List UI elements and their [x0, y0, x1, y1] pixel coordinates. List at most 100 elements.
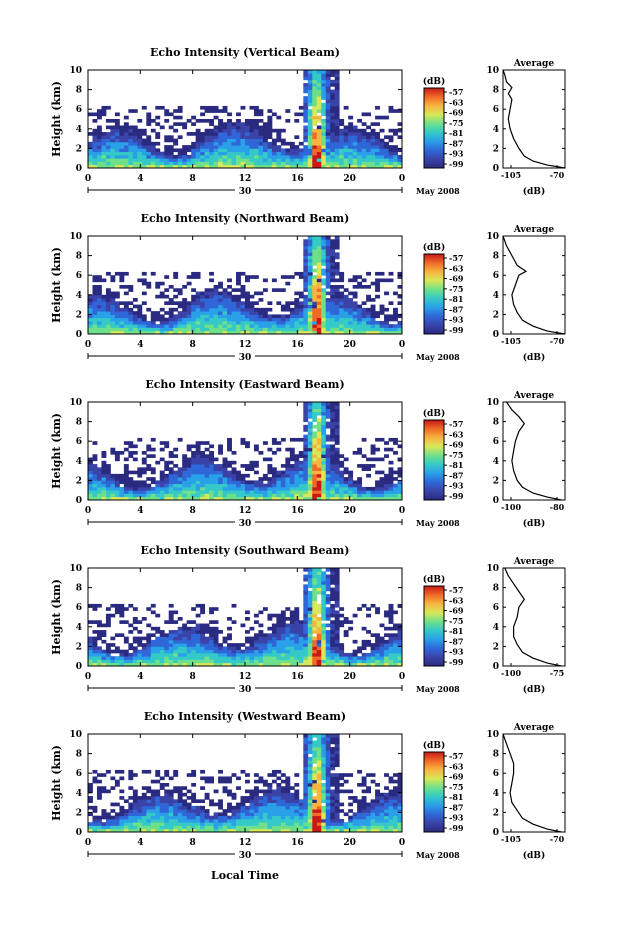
heatmap-cell [334, 649, 340, 654]
heatmap-cell [218, 802, 223, 807]
heatmap-cell [325, 597, 331, 602]
heatmap-cell [191, 490, 197, 494]
heatmap-cell [276, 809, 282, 813]
heatmap-cell [334, 460, 340, 465]
heatmap-cell [312, 467, 318, 471]
heatmap-cell [321, 76, 327, 81]
heatmap-cell [182, 467, 188, 471]
heatmap-cell [312, 652, 318, 657]
heatmap-cell [173, 789, 179, 794]
heatmap-cell [280, 626, 286, 631]
heatmap-cell [245, 496, 250, 501]
heatmap-cell [236, 307, 241, 312]
heatmap-cell [240, 796, 246, 800]
heatmap-cell [159, 662, 165, 667]
heatmap-cell [213, 135, 219, 139]
heatmap-cell [271, 626, 277, 631]
heatmap-cell [159, 630, 165, 634]
heatmap-cell [325, 281, 331, 286]
heatmap-cell [312, 486, 318, 491]
heatmap-cell [222, 122, 228, 126]
heatmap-cell [325, 480, 331, 485]
heatmap-cell [200, 610, 206, 615]
heatmap-cell [298, 464, 304, 468]
heatmap-cell [316, 158, 322, 162]
heatmap-cell [150, 327, 156, 332]
heatmap-cell [150, 822, 156, 826]
heatmap-cell [96, 288, 102, 292]
heatmap-cell [155, 317, 161, 322]
heatmap-cell [150, 799, 156, 803]
heatmap-cell [285, 151, 291, 156]
heatmap-cell [298, 633, 304, 637]
heatmap-cell [325, 125, 331, 130]
heatmap-cell [213, 822, 219, 826]
heatmap-cell [245, 327, 250, 332]
heatmap-cell [334, 639, 340, 644]
heatmap-cell [307, 431, 313, 436]
heatmap-cell [195, 451, 201, 455]
heatmap-cell [231, 812, 237, 817]
heatmap-cell [141, 141, 147, 146]
heatmap-cell [141, 828, 147, 833]
heatmap-cell [209, 636, 214, 641]
heatmap-cell [303, 649, 309, 654]
heatmap-cell [146, 646, 152, 651]
heatmap-cell [343, 652, 349, 657]
heatmap-cell [123, 122, 129, 126]
heatmap-cell [294, 623, 300, 628]
heatmap-cell [307, 639, 313, 644]
heatmap-cell [114, 496, 120, 501]
heatmap-cell [168, 639, 174, 644]
heatmap-cell [249, 496, 255, 501]
heatmap-cell [330, 151, 336, 156]
heatmap-cell [222, 656, 228, 660]
heatmap-cell [132, 822, 138, 826]
heatmap-cell [218, 493, 223, 498]
heatmap-cell [321, 486, 327, 491]
heatmap-cell [343, 304, 349, 309]
heatmap-cell [96, 786, 102, 790]
heatmap-cell [267, 649, 273, 654]
heatmap-cell [105, 464, 111, 468]
heatmap-cell [88, 643, 93, 647]
heatmap-cell [218, 128, 223, 133]
heatmap-cell [307, 815, 313, 820]
heatmap-cell [253, 496, 259, 501]
heatmap-cell [330, 291, 336, 296]
heatmap-cell [249, 792, 255, 797]
heatmap-cell [366, 298, 371, 302]
heatmap-cell [150, 467, 156, 471]
heatmap-cell [128, 148, 134, 153]
heatmap-cell [339, 613, 345, 618]
heatmap-cell [366, 324, 371, 328]
heatmap-cell [146, 769, 152, 774]
heatmap-cell [312, 161, 318, 166]
y-tick-label: 4 [76, 291, 82, 301]
heatmap-cell [123, 441, 129, 445]
heatmap-cell [204, 454, 210, 458]
heatmap-cell [307, 411, 313, 416]
heatmap-cell [96, 779, 102, 784]
heatmap-cell [240, 441, 246, 445]
heatmap-cell [128, 145, 134, 149]
heatmap-cell [357, 646, 363, 651]
heatmap-cell [321, 613, 327, 618]
colorbar-tick-label: -99 [449, 657, 464, 667]
heatmap-cell [316, 424, 322, 429]
heatmap-cell [146, 122, 152, 126]
heatmap-cell [262, 128, 268, 133]
heatmap-cell [375, 496, 380, 501]
heatmap-cell [236, 148, 241, 153]
heatmap-cell [339, 493, 345, 498]
heatmap-cell [285, 636, 291, 641]
heatmap-cell [168, 161, 174, 166]
heatmap-cell [231, 792, 237, 797]
heatmap-cell [303, 457, 309, 462]
heatmap-cell [159, 151, 165, 156]
heatmap-cell [249, 148, 255, 153]
heatmap-cell [209, 109, 214, 113]
heatmap-cell [105, 135, 111, 139]
heatmap-cell [110, 483, 116, 488]
heatmap-cell [200, 607, 206, 611]
